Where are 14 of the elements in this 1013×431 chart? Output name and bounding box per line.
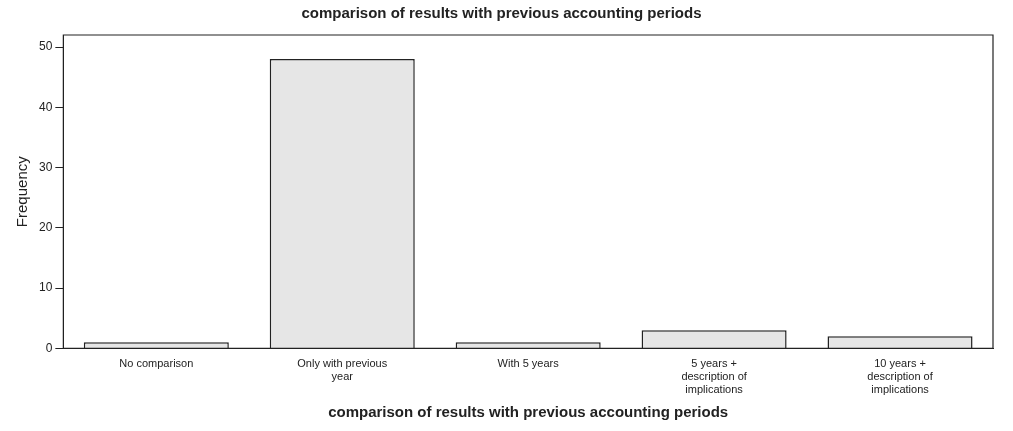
y-tick-label: 10 [38,280,53,295]
chart-title: comparison of results with previous accounting periods [301,4,702,22]
x-tick-label: With 5 years [497,357,560,370]
y-tick-label: 40 [38,99,53,114]
y-axis-title: Frequency [13,155,31,228]
x-tick-label: 10 years + description of implications [867,357,934,396]
x-tick-label: No comparison [119,357,194,370]
y-tick-label: 20 [38,220,53,235]
x-axis-title: comparison of results with previous accounting periods [328,403,729,421]
x-tick-label: 5 years + description of implications [681,357,748,396]
y-tick-label: 0 [45,340,53,355]
x-tick-label: Only with previous year [297,357,388,383]
y-tick-label: 50 [38,39,53,54]
y-tick-label: 30 [38,159,53,174]
